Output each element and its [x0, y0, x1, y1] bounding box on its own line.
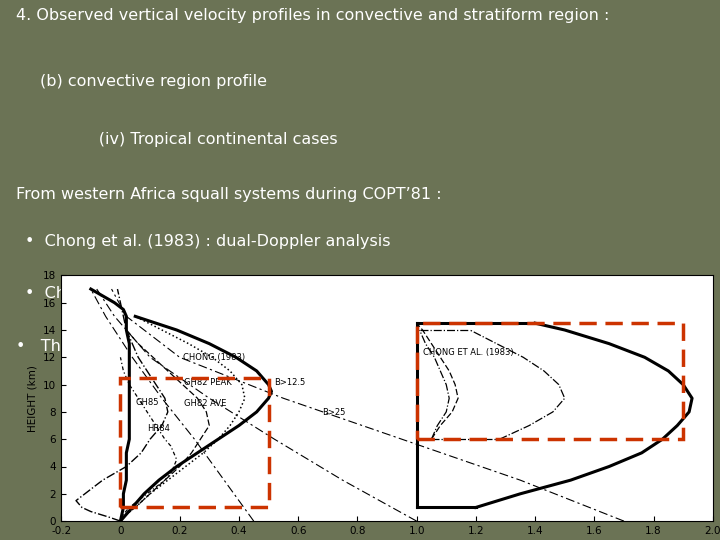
- Text: •   The continental convection have a higher altitude of maximum w: • The continental convection have a high…: [16, 339, 567, 354]
- Bar: [417, 323, 683, 439]
- Text: 4. Observed vertical velocity profiles in convective and stratiform region :: 4. Observed vertical velocity profiles i…: [16, 8, 609, 23]
- Text: CHONG ET AL. (1983): CHONG ET AL. (1983): [423, 348, 513, 356]
- Bar: [120, 378, 269, 508]
- Text: GH82 AVE: GH82 AVE: [184, 400, 227, 408]
- Y-axis label: HEIGHT (km): HEIGHT (km): [27, 365, 37, 431]
- Text: •  Chong (1983) : single-Doppler VAD (R = 40km): • Chong (1983) : single-Doppler VAD (R =…: [25, 286, 423, 301]
- Text: •  Chong et al. (1983) : dual-Doppler analysis: • Chong et al. (1983) : dual-Doppler ana…: [25, 234, 391, 249]
- Text: (iv) Tropical continental cases: (iv) Tropical continental cases: [68, 132, 338, 147]
- Text: CHONG (1983): CHONG (1983): [183, 353, 245, 362]
- Text: From western Africa squall systems during COPT’81 :: From western Africa squall systems durin…: [16, 187, 441, 202]
- Text: GH85: GH85: [135, 398, 158, 407]
- Text: GH82 PEAK: GH82 PEAK: [184, 377, 232, 387]
- Text: B>12.5: B>12.5: [274, 377, 306, 387]
- Text: HR84: HR84: [147, 424, 170, 433]
- Text: (b) convective region profile: (b) convective region profile: [40, 75, 266, 89]
- Text: B>25: B>25: [322, 408, 345, 417]
